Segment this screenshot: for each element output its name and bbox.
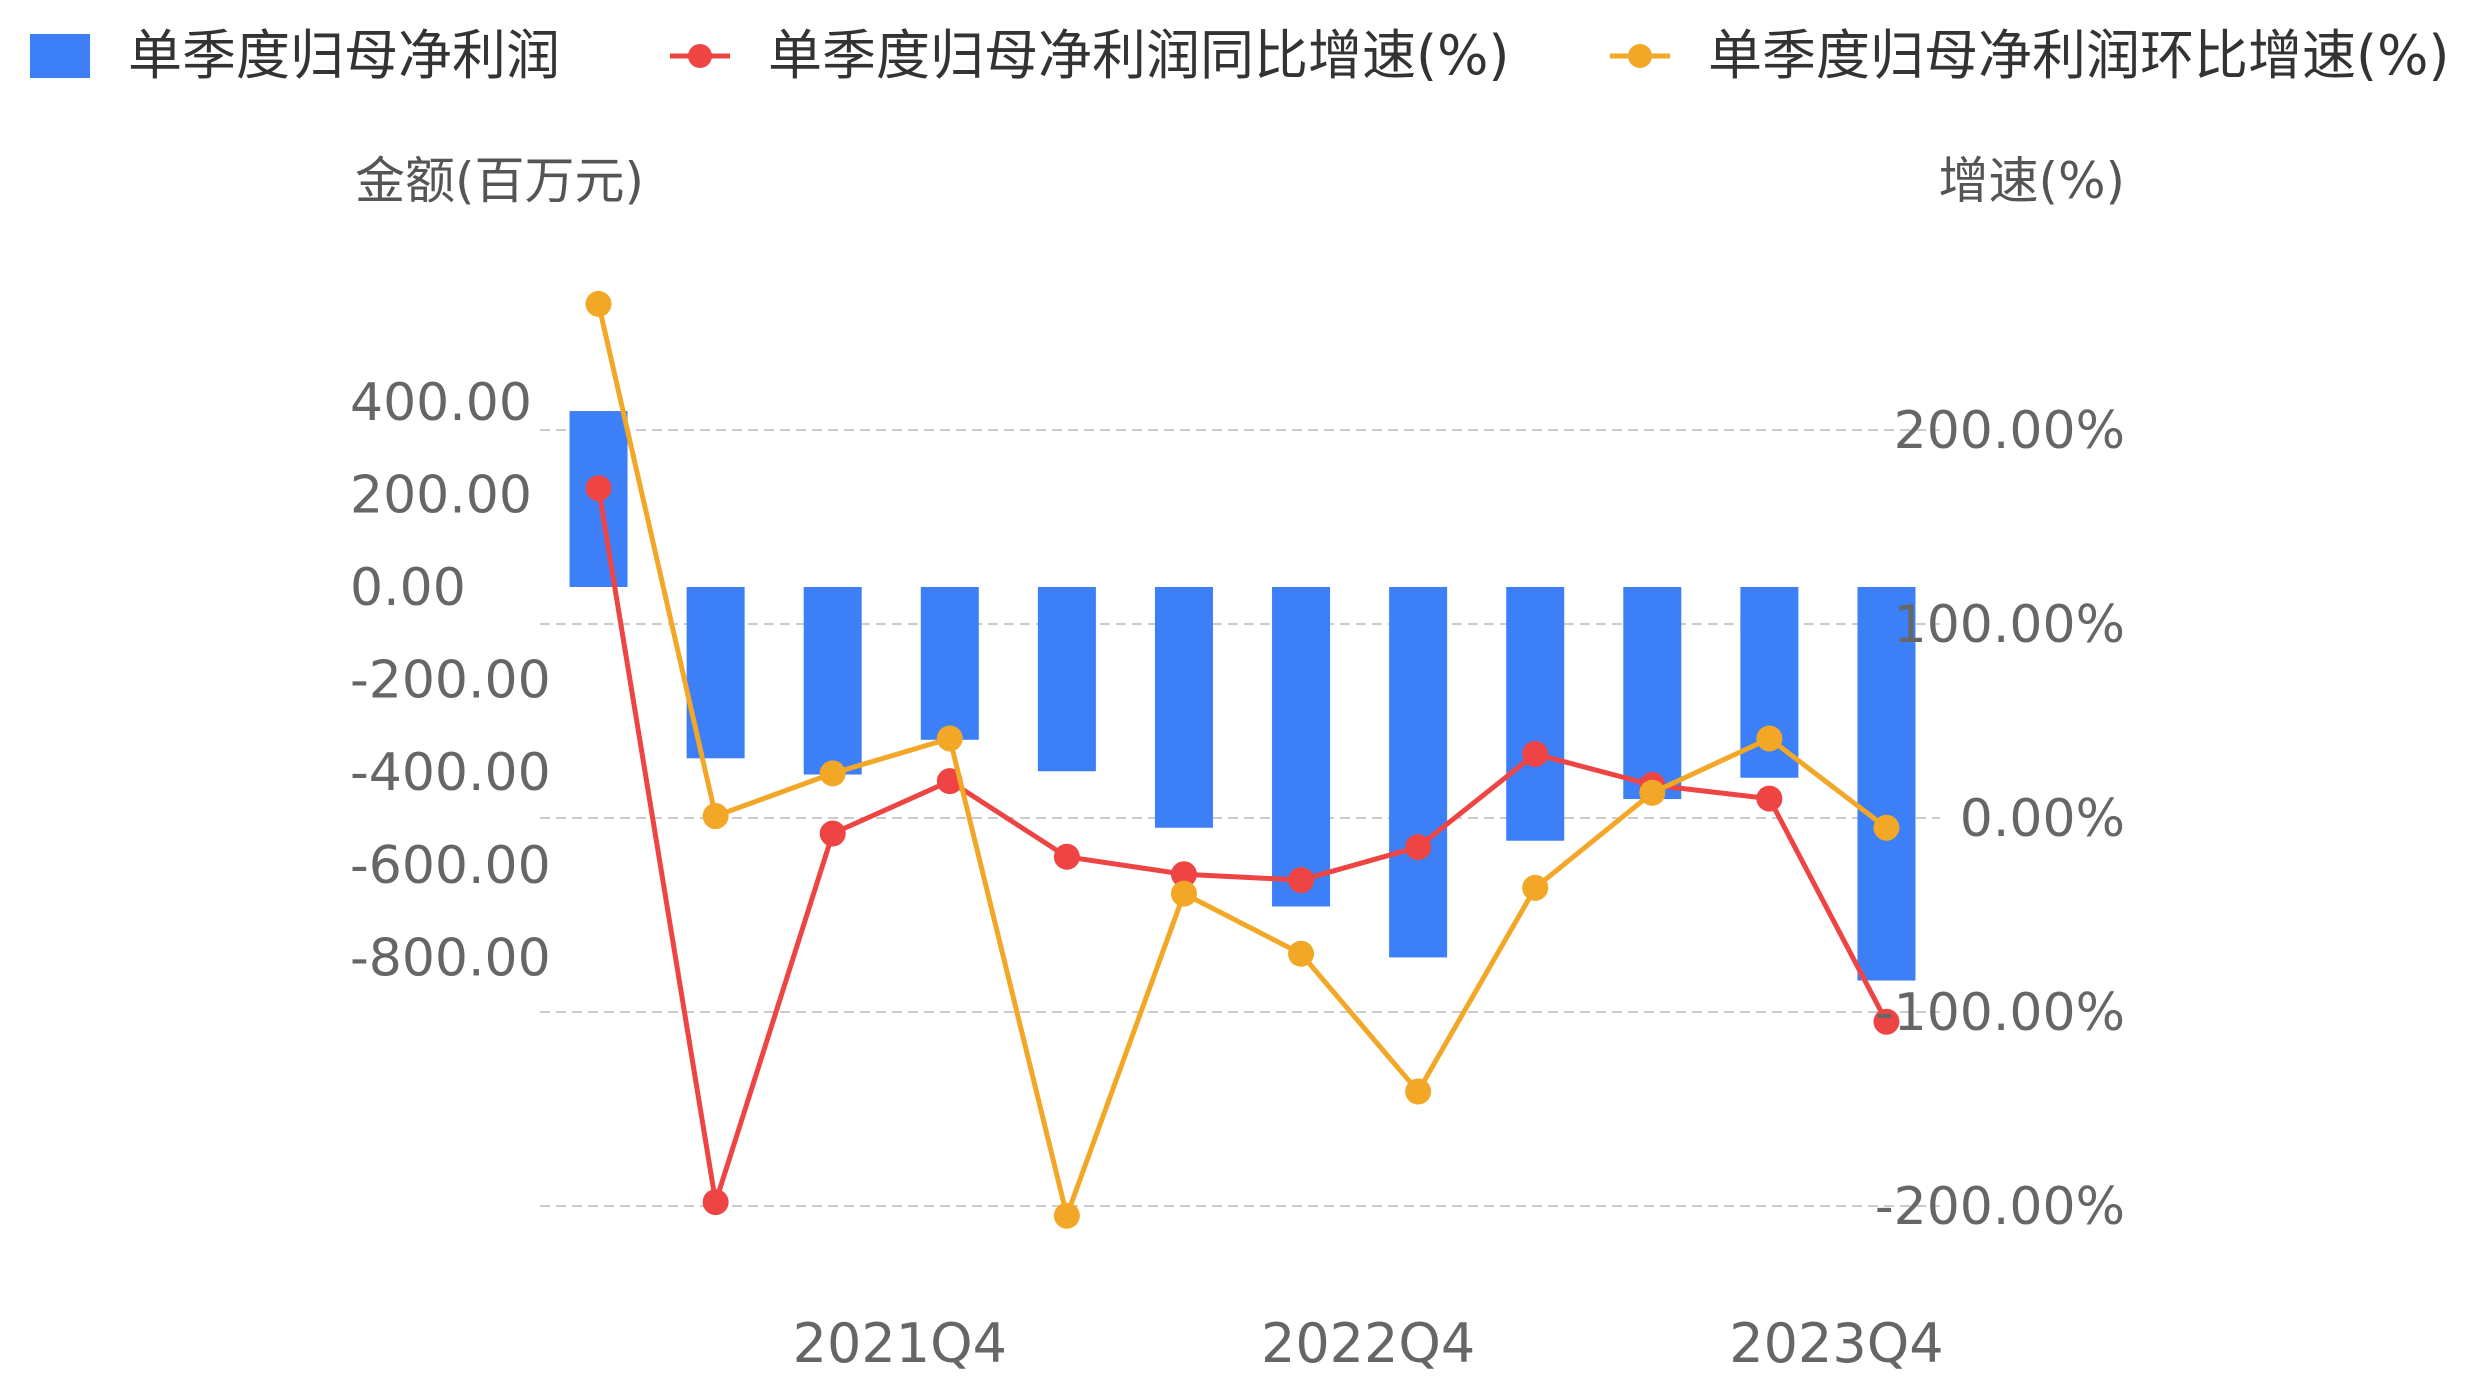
left-tick-label: -200.00 xyxy=(350,651,551,711)
point-1-2023Q4 xyxy=(1873,814,1900,841)
bar-2023Q2 xyxy=(1623,587,1682,800)
left-tick-label: -800.00 xyxy=(350,928,551,988)
left-tick-label: -600.00 xyxy=(350,836,551,896)
point-1-2022Q2 xyxy=(1170,880,1197,907)
point-1-2021Q2 xyxy=(702,803,729,830)
point-1-2022Q1 xyxy=(1053,1202,1080,1229)
point-1-2021Q1 xyxy=(585,290,612,317)
legend-swatch-dot-1 xyxy=(688,44,712,68)
left-tick-label: -400.00 xyxy=(350,743,551,803)
point-1-2021Q3 xyxy=(819,760,846,787)
point-1-2022Q4 xyxy=(1405,1078,1432,1105)
point-0-2021Q3 xyxy=(819,820,846,847)
bar-2022Q4 xyxy=(1389,587,1448,958)
left-tick-labels: 400.00 200.00 0.00 -200.00 -400.00 -600.00 -80… xyxy=(350,373,551,989)
x-tick-label: 2023Q4 xyxy=(1729,1312,1943,1375)
line-series-0 xyxy=(596,487,1889,1205)
bar-2021Q3 xyxy=(803,587,862,775)
point-1-2022Q3 xyxy=(1288,940,1315,967)
legend-swatch-dot-2 xyxy=(1628,44,1652,68)
left-tick-label: 400.00 xyxy=(350,373,532,433)
left-axis-title: 金额(百万元) xyxy=(355,152,644,210)
bar-2022Q1 xyxy=(1037,587,1096,772)
right-tick-labels: 200.00% 100.00% 0.00% -100.00% -200.00% xyxy=(1875,401,2125,1237)
bar-series xyxy=(569,411,1916,981)
line-series xyxy=(585,290,1900,1229)
point-0-2022Q4 xyxy=(1405,834,1432,861)
point-0-2021Q1 xyxy=(585,475,612,502)
point-0-2022Q1 xyxy=(1053,843,1080,870)
point-1-2023Q1 xyxy=(1522,874,1549,901)
bar-2023Q4 xyxy=(1857,587,1916,981)
x-tick-label: 2022Q4 xyxy=(1261,1312,1475,1375)
bar-2022Q2 xyxy=(1154,587,1213,828)
bar-2023Q1 xyxy=(1506,587,1565,841)
point-0-2022Q2 xyxy=(1170,861,1197,888)
point-0-2023Q1 xyxy=(1522,740,1549,767)
point-1-2021Q4 xyxy=(936,725,963,752)
x-tick-labels: 2021Q4 2022Q4 2023Q4 xyxy=(793,1312,1944,1375)
bar-2021Q4 xyxy=(920,587,979,740)
right-tick-label: -200.00% xyxy=(1875,1177,2125,1237)
legend-label-1: 单季度归母净利润同比增速(%) xyxy=(768,24,1509,87)
legend-swatch-bar xyxy=(30,34,90,78)
point-0-2023Q3 xyxy=(1756,785,1783,812)
point-1-2023Q3 xyxy=(1756,725,1783,752)
gridlines xyxy=(540,429,1940,1207)
line-series-1 xyxy=(596,303,1888,1219)
legend: 单季度归母净利润 单季度归母净利润同比增速(%) 单季度归母净利润环比增速(%) xyxy=(30,24,2449,87)
right-tick-label: 0.00% xyxy=(1960,789,2125,849)
right-tick-label: 100.00% xyxy=(1894,595,2125,655)
point-0-2021Q2 xyxy=(702,1189,729,1216)
x-tick-label: 2021Q4 xyxy=(793,1312,1007,1375)
point-1-2023Q2 xyxy=(1639,779,1666,806)
left-tick-label: 200.00 xyxy=(350,465,532,525)
right-tick-label: -100.00% xyxy=(1875,983,2125,1043)
right-axis-title: 增速(%) xyxy=(1938,152,2125,210)
point-0-2022Q3 xyxy=(1288,867,1315,894)
legend-label-2: 单季度归母净利润环比增速(%) xyxy=(1708,24,2449,87)
right-tick-label: 200.00% xyxy=(1894,401,2125,461)
left-tick-label: 0.00 xyxy=(350,558,466,618)
point-0-2023Q4 xyxy=(1873,1008,1900,1035)
legend-label-0: 单季度归母净利润 xyxy=(128,24,560,87)
bar-2022Q3 xyxy=(1272,587,1331,907)
